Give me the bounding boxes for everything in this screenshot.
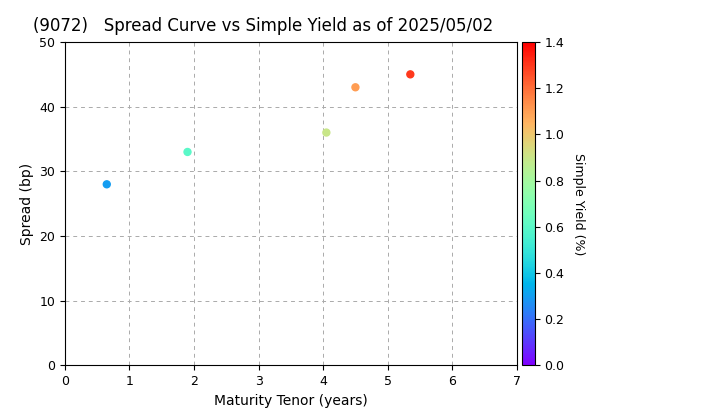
Y-axis label: Simple Yield (%): Simple Yield (%) — [572, 152, 585, 255]
X-axis label: Maturity Tenor (years): Maturity Tenor (years) — [214, 394, 368, 408]
Point — [350, 84, 361, 91]
Y-axis label: Spread (bp): Spread (bp) — [19, 163, 34, 245]
Text: (9072)   Spread Curve vs Simple Yield as of 2025/05/02: (9072) Spread Curve vs Simple Yield as o… — [33, 17, 493, 35]
Point — [101, 181, 112, 188]
Point — [405, 71, 416, 78]
Point — [320, 129, 332, 136]
Point — [181, 149, 193, 155]
